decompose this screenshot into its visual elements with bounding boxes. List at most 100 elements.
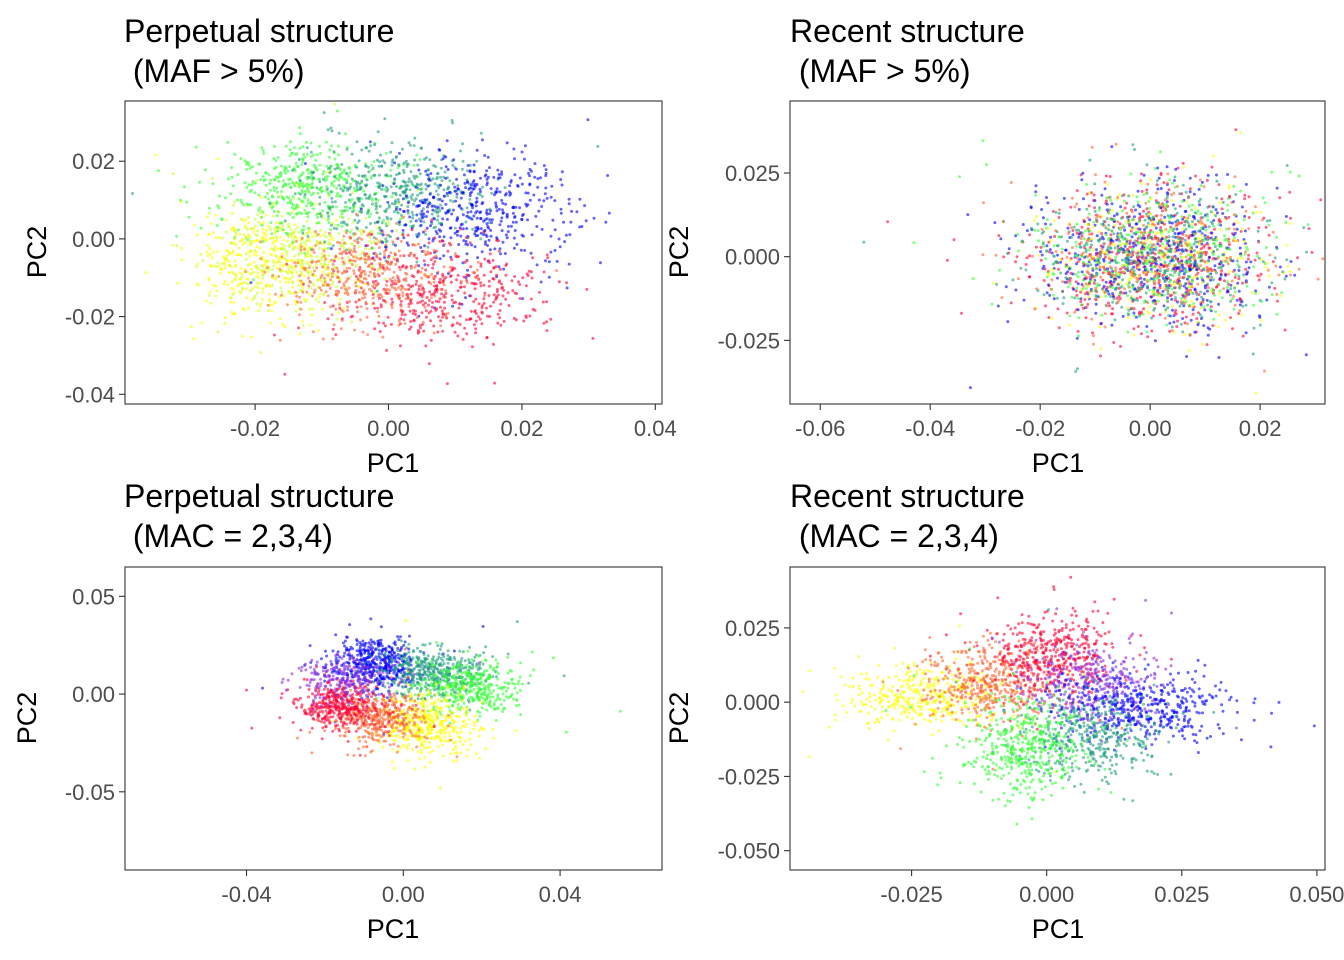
scatter-point bbox=[1203, 284, 1207, 288]
scatter-point bbox=[1194, 223, 1198, 226]
scatter-point bbox=[411, 216, 415, 220]
scatter-point bbox=[409, 285, 413, 289]
scatter-point bbox=[385, 189, 389, 193]
scatter-point bbox=[1182, 215, 1186, 219]
scatter-point bbox=[607, 211, 611, 215]
scatter-point bbox=[1207, 246, 1211, 250]
scatter-point bbox=[473, 245, 477, 249]
scatter-point bbox=[1146, 284, 1149, 288]
scatter-point bbox=[1111, 242, 1115, 246]
scatter-point bbox=[453, 266, 457, 270]
scatter-point bbox=[326, 266, 330, 270]
scatter-point bbox=[1164, 247, 1168, 251]
scatter-point bbox=[378, 204, 382, 208]
scatter-point bbox=[502, 288, 506, 292]
scatter-point bbox=[1220, 197, 1224, 201]
scatter-point bbox=[466, 169, 469, 173]
scatter-point bbox=[436, 214, 440, 218]
scatter-point bbox=[301, 282, 305, 286]
scatter-point bbox=[402, 318, 406, 322]
scatter-point bbox=[329, 305, 333, 309]
scatter-point bbox=[482, 219, 486, 223]
scatter-point bbox=[327, 217, 330, 221]
scatter-point bbox=[1029, 226, 1033, 230]
scatter-point bbox=[1135, 195, 1139, 199]
scatter-point bbox=[461, 337, 465, 341]
scatter-point bbox=[1182, 165, 1186, 169]
scatter-point bbox=[234, 264, 238, 268]
scatter-point bbox=[1285, 164, 1289, 167]
scatter-point bbox=[460, 167, 464, 171]
scatter-point bbox=[258, 163, 262, 167]
scatter-point bbox=[1119, 267, 1122, 271]
scatter-point bbox=[295, 152, 299, 156]
scatter-point bbox=[280, 252, 284, 256]
scatter-point bbox=[290, 210, 294, 214]
scatter-point bbox=[1212, 224, 1216, 228]
scatter-point bbox=[369, 212, 373, 216]
scatter-point bbox=[498, 247, 502, 251]
scatter-point bbox=[1177, 261, 1181, 265]
scatter-point bbox=[1117, 193, 1121, 197]
scatter-point bbox=[321, 265, 324, 269]
scatter-point bbox=[501, 211, 505, 215]
scatter-point bbox=[1261, 196, 1265, 200]
scatter-point bbox=[214, 235, 218, 239]
scatter-point bbox=[1127, 308, 1131, 312]
scatter-point bbox=[1127, 281, 1131, 285]
scatter-point bbox=[461, 142, 464, 146]
scatter-point bbox=[1227, 283, 1231, 287]
scatter-point bbox=[332, 150, 336, 154]
scatter-point bbox=[1101, 237, 1105, 241]
scatter-point bbox=[240, 272, 244, 276]
scatter-point bbox=[1092, 220, 1096, 224]
scatter-point bbox=[364, 254, 368, 258]
scatter-point bbox=[1200, 239, 1204, 243]
scatter-point bbox=[1075, 293, 1079, 297]
scatter-point bbox=[502, 267, 506, 271]
scatter-point bbox=[207, 211, 211, 215]
scatter-point bbox=[274, 277, 278, 281]
scatter-point bbox=[259, 215, 263, 219]
scatter-point bbox=[439, 319, 443, 323]
scatter-point bbox=[429, 258, 433, 262]
scatter-point bbox=[1151, 314, 1155, 318]
scatter-point bbox=[545, 300, 549, 304]
scatter-point bbox=[381, 271, 385, 275]
scatter-point bbox=[335, 166, 339, 170]
scatter-point bbox=[1267, 274, 1271, 278]
scatter-point bbox=[514, 205, 518, 209]
scatter-point bbox=[1167, 230, 1171, 233]
scatter-point bbox=[392, 210, 396, 214]
scatter-point bbox=[1057, 326, 1061, 330]
scatter-point bbox=[197, 283, 200, 287]
scatter-point bbox=[285, 195, 289, 199]
scatter-point bbox=[417, 287, 421, 291]
scatter-point bbox=[424, 232, 428, 236]
scatter-point bbox=[545, 196, 549, 200]
scatter-point bbox=[275, 261, 278, 265]
scatter-point bbox=[381, 184, 385, 188]
scatter-point bbox=[472, 323, 476, 327]
scatter-point bbox=[1206, 205, 1210, 209]
scatter-point bbox=[1146, 335, 1150, 339]
scatter-point bbox=[1093, 182, 1097, 186]
scatter-point bbox=[1095, 248, 1098, 252]
scatter-point bbox=[390, 195, 394, 199]
scatter-point bbox=[499, 252, 503, 256]
scatter-point bbox=[319, 275, 323, 279]
scatter-point bbox=[337, 231, 341, 235]
scatter-point bbox=[316, 191, 320, 195]
scatter-point bbox=[483, 291, 487, 295]
scatter-point bbox=[1119, 291, 1123, 295]
scatter-point bbox=[311, 235, 315, 238]
scatter-point bbox=[337, 291, 341, 295]
scatter-point bbox=[1102, 259, 1106, 263]
scatter-point bbox=[256, 282, 260, 286]
scatter-point bbox=[457, 243, 461, 246]
scatter-point bbox=[266, 309, 270, 312]
scatter-point bbox=[277, 275, 281, 278]
scatter-point bbox=[1229, 287, 1233, 291]
scatter-point bbox=[1126, 242, 1130, 246]
